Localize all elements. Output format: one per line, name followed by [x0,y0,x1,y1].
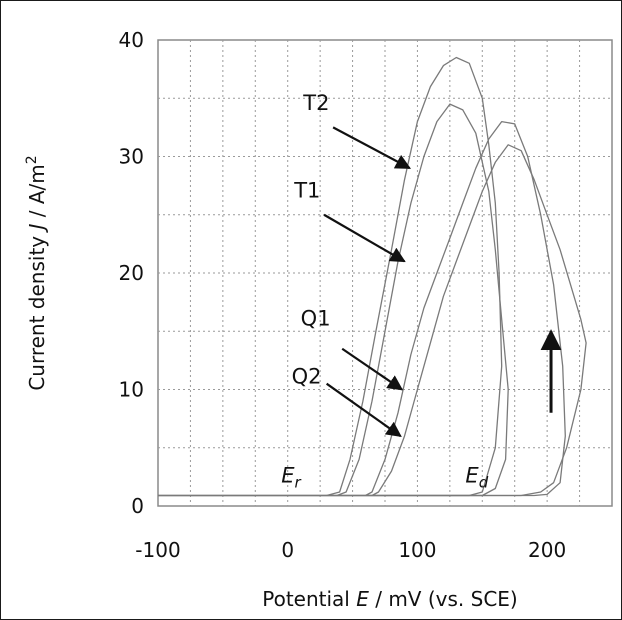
y-tick-label: 10 [119,378,144,402]
annotation-label-q1: Q1 [301,306,331,330]
y-tick-label: 40 [119,28,144,52]
annotation-label-t2: T2 [302,91,329,115]
series-group [158,56,587,497]
x-axis-label: Potential E / mV (vs. SCE) [262,587,517,611]
annotation-label-t1: T1 [293,178,320,202]
annotation-arrow-q2 [325,382,402,437]
x-tick-label: 100 [398,538,436,562]
x-tick-label: 200 [528,538,566,562]
y-tick-label: 30 [119,145,144,169]
x-tick-label: 0 [281,538,294,562]
y-axis-label: Current density J / A/m2 [24,155,49,390]
annotation-label-er: Er [281,464,301,492]
annotation-arrow-t1 [323,213,406,263]
y-tick-label: 0 [131,494,144,518]
y-tick-label: 20 [119,261,144,285]
annotation-label-q2: Q2 [292,365,322,389]
annotations: T2 T1 Q1 Q2 Er Ed [281,91,562,492]
annotation-label-ed: Ed [465,464,488,492]
annotation-arrow-q1 [341,347,404,391]
grid [158,40,612,506]
series-line-t1 [158,103,509,497]
annotation-arrow-t2 [332,126,412,170]
tick-labels: 0 10 20 30 40 -100 0 100 200 [119,28,567,562]
series-line-q1 [158,120,566,497]
x-tick-label: -100 [135,538,180,562]
series-line-q2 [158,144,587,497]
